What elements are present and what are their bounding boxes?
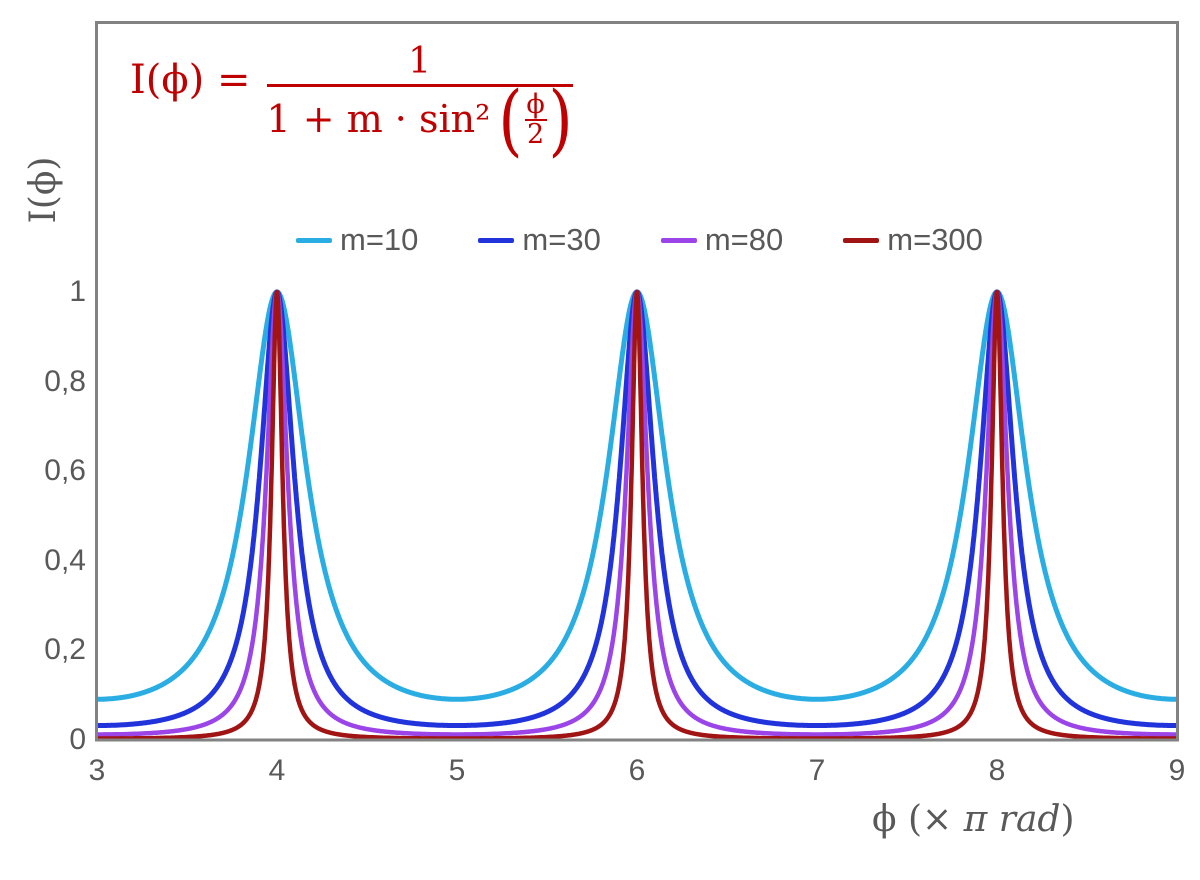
y-tick-label: 0,6 xyxy=(44,454,86,488)
x-title-units: π rad xyxy=(963,799,1061,840)
formula-fraction: 1 1 + m · sin² ( ϕ 2 ) xyxy=(266,41,573,158)
legend-label: m=30 xyxy=(522,222,601,257)
series-lines xyxy=(95,289,1179,741)
x-tick-label: 5 xyxy=(448,754,466,787)
formula-denominator-text: 1 + m · sin² xyxy=(266,97,491,142)
legend: m=10 m=30 m=80 m=300 xyxy=(296,222,983,258)
x-tick-label: 3 xyxy=(88,754,106,787)
legend-swatch xyxy=(660,237,697,243)
y-tick-label: 0 xyxy=(69,723,86,756)
legend-item-m80: m=80 xyxy=(660,222,784,258)
x-axis-title: ϕ (× π rad) xyxy=(872,799,1075,840)
y-tick-label: 0,8 xyxy=(44,364,86,398)
legend-item-m30: m=30 xyxy=(478,222,601,258)
y-tick-label: 0,4 xyxy=(44,543,86,577)
legend-swatch xyxy=(478,237,515,243)
open-paren: ( xyxy=(498,73,523,166)
x-tick-label: 8 xyxy=(988,754,1006,787)
formula-inner-fraction: ϕ 2 xyxy=(524,88,547,150)
x-tick-label: 6 xyxy=(628,754,646,787)
series-line-m80 xyxy=(95,289,1179,737)
y-axis-title: I(ϕ) xyxy=(23,156,64,224)
inner-numerator: ϕ xyxy=(526,88,545,120)
plot-area-frame xyxy=(95,21,1179,742)
y-tick-label: 1 xyxy=(69,275,86,308)
legend-label: m=300 xyxy=(887,222,983,257)
formula-numerator: 1 xyxy=(408,41,432,82)
x-tick-label: 7 xyxy=(808,754,826,787)
close-paren: ) xyxy=(548,73,573,166)
formula-denominator: 1 + m · sin² ( ϕ 2 ) xyxy=(266,81,573,158)
legend-label: m=80 xyxy=(704,222,784,257)
formula-annotation: I(ϕ) = 1 1 + m · sin² ( ϕ 2 ) xyxy=(130,41,573,158)
legend-item-m300: m=300 xyxy=(843,222,983,258)
formula-lhs: I(ϕ) = xyxy=(130,56,251,103)
legend-swatch xyxy=(843,237,880,243)
y-tick-label: 0,2 xyxy=(44,633,86,667)
series-line-m30 xyxy=(95,289,1179,728)
series-line-m300 xyxy=(95,289,1179,741)
formula-fraction-bar xyxy=(266,83,573,87)
x-tick-label: 4 xyxy=(268,754,286,787)
inner-denominator: 2 xyxy=(526,118,545,150)
x-tick-label: 9 xyxy=(1168,754,1186,787)
legend-swatch xyxy=(296,237,332,243)
inner-fraction-bar xyxy=(524,118,547,121)
x-title-phi: ϕ xyxy=(872,799,897,840)
legend-label: m=10 xyxy=(340,222,419,257)
legend-item-m10: m=10 xyxy=(296,222,418,258)
